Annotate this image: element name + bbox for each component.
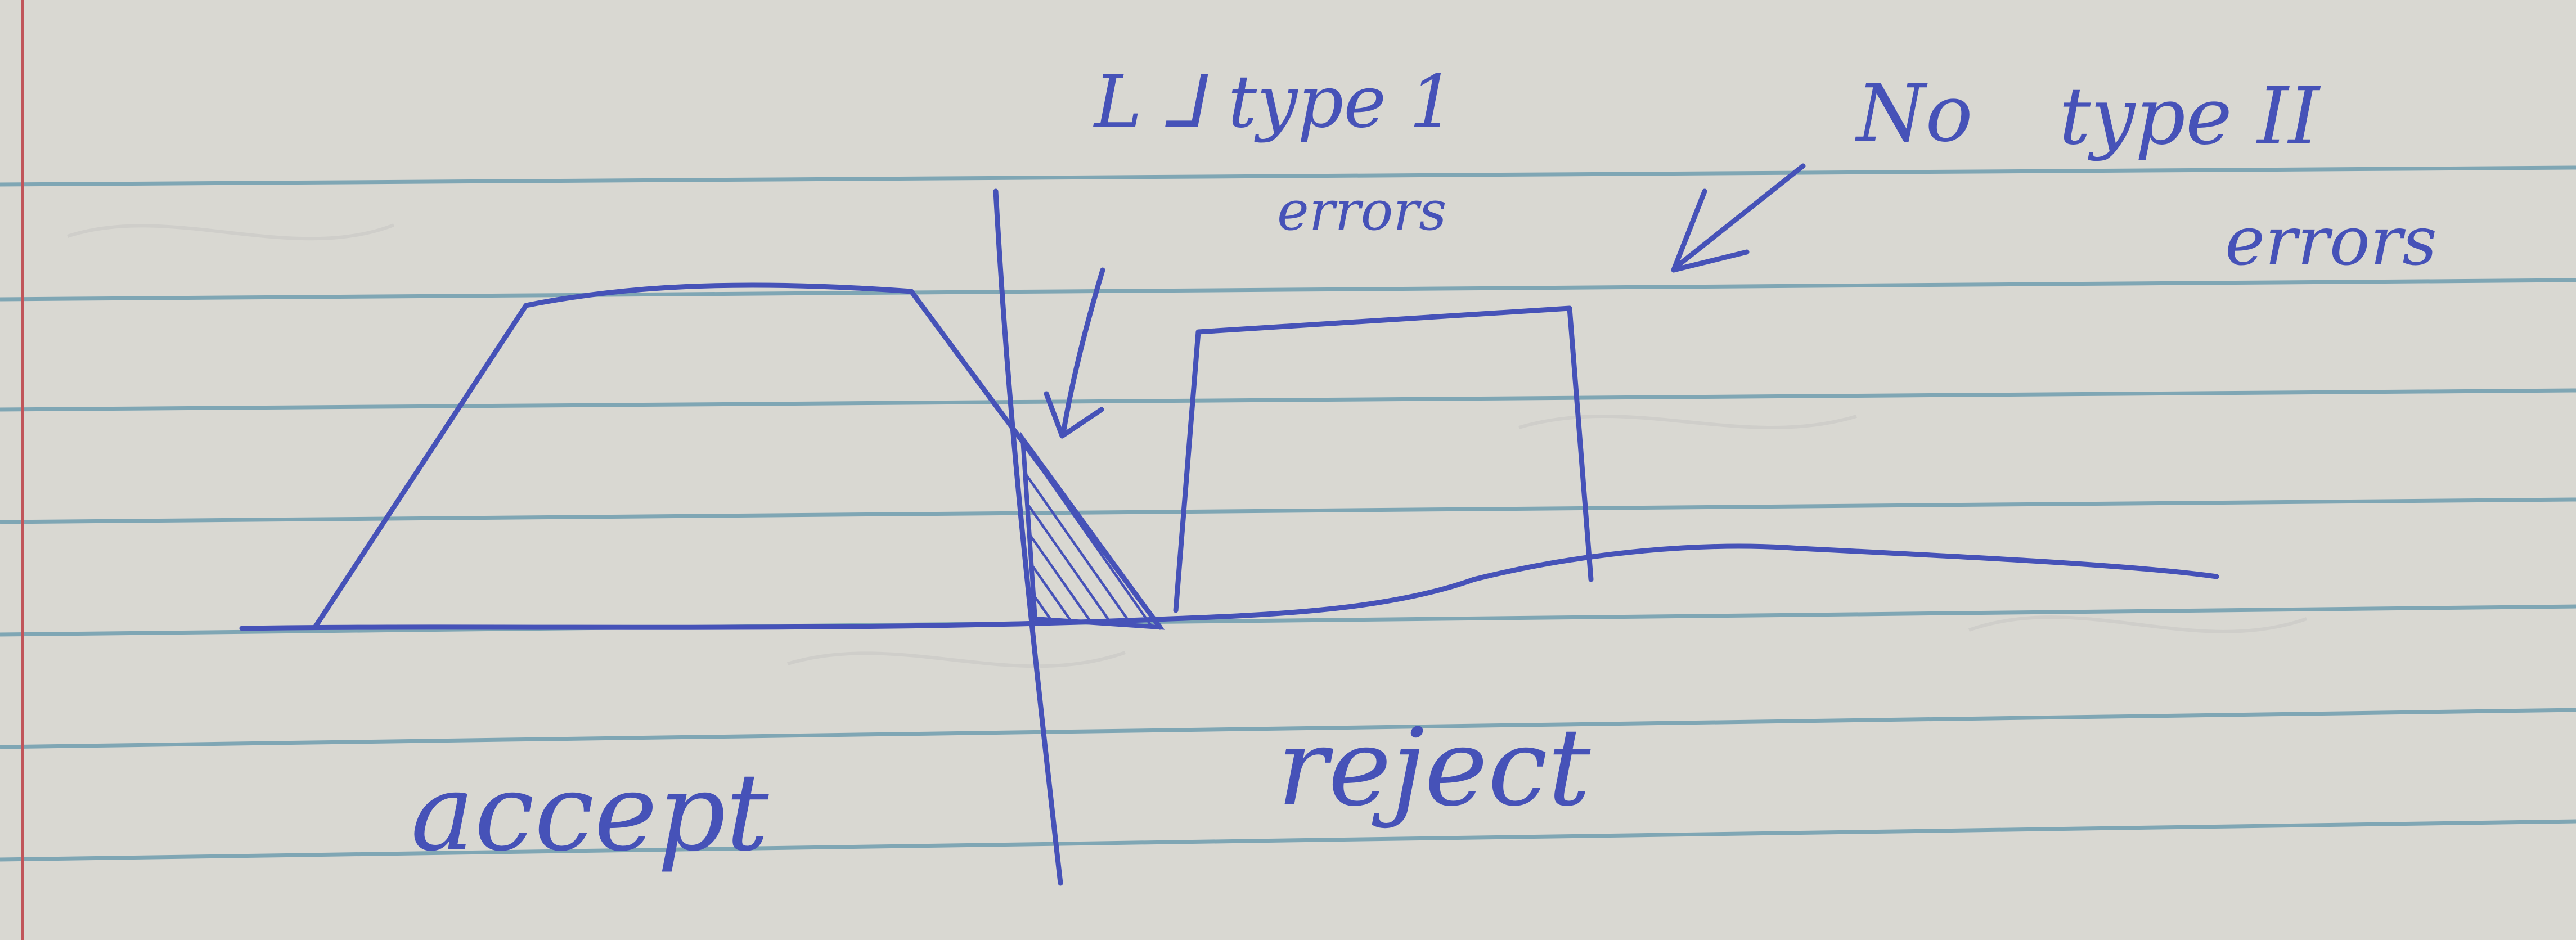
type2-annotation-type: type II [2059,71,2321,163]
reject-distribution-curve [1173,305,1594,613]
bleed-through-marks [67,223,2307,668]
type2-annotation-errors: errors [2225,203,2437,281]
arrow-down-icon [1044,267,1105,439]
axis-baseline [239,543,2219,631]
type1-annotation: L ⅃ type 1 [1093,60,1455,144]
arrow-down-left-icon [1671,163,1806,273]
type2-annotation-no: No [1855,68,1973,160]
type1-annotation-errors: errors [1277,179,1447,242]
ruled-lines [0,165,2576,862]
reject-region-label: reject [1277,705,1591,830]
type1-error-shaded-region [1020,431,1165,630]
accept-region-label: accept [411,750,769,875]
critical-value-line [993,188,1063,886]
accept-distribution-curve [312,282,1163,630]
